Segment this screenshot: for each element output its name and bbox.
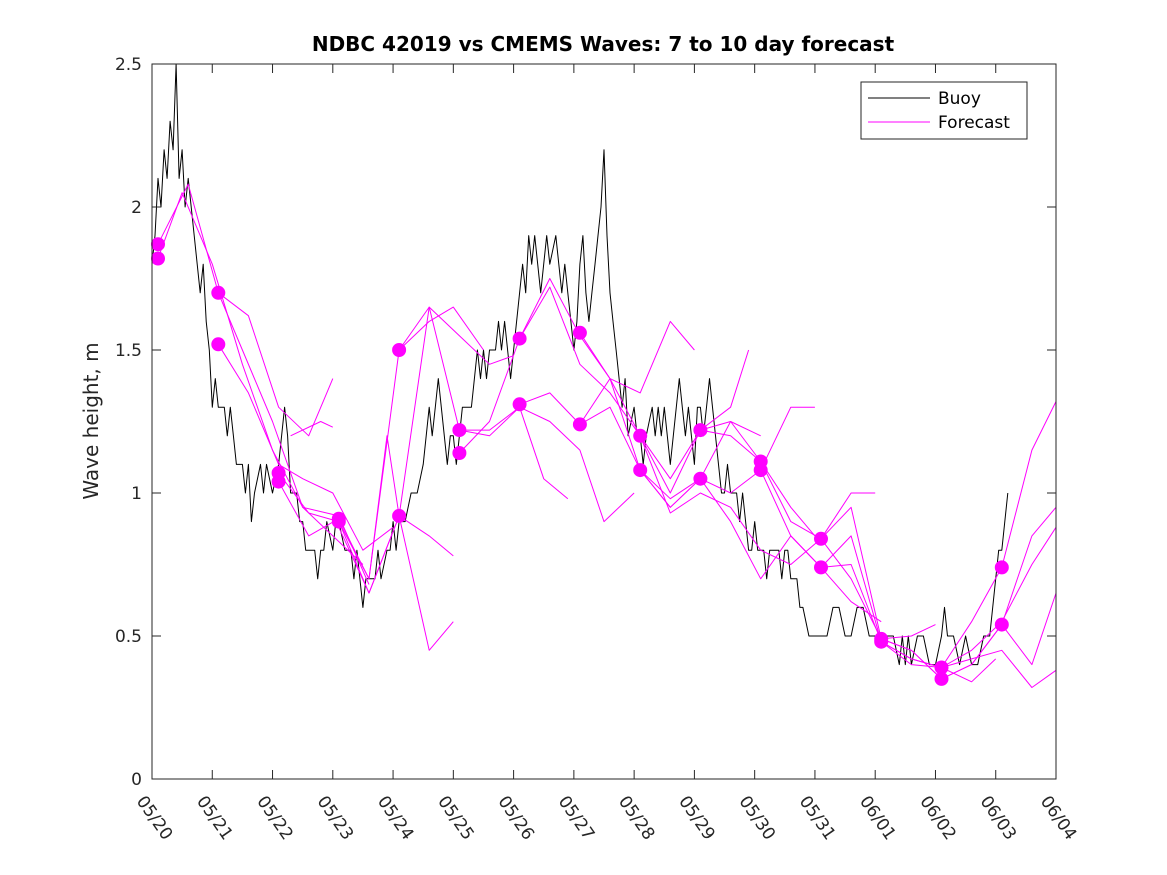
- forecast-marker: [693, 423, 708, 438]
- forecast-marker: [994, 617, 1009, 632]
- legend-label-buoy: Buoy: [938, 89, 981, 109]
- forecast-line: [338, 306, 484, 580]
- forecast-line: [459, 406, 635, 523]
- forecast-marker: [753, 463, 768, 478]
- forecast-marker: [633, 428, 648, 443]
- forecast-line: [217, 292, 334, 437]
- forecast-marker: [211, 285, 226, 300]
- forecast-marker: [693, 471, 708, 486]
- buoy-line: [151, 63, 1009, 666]
- forecast-marker: [512, 331, 527, 346]
- legend-label-forecast: Forecast: [938, 113, 1010, 133]
- forecast-line: [881, 506, 1057, 680]
- forecast-marker: [452, 423, 467, 438]
- forecast-line: [157, 183, 370, 585]
- forecast-marker: [814, 531, 828, 546]
- y-tick-label: 1.5: [115, 341, 142, 361]
- forecast-marker: [392, 343, 407, 357]
- forecast-marker: [151, 237, 165, 252]
- forecast-marker: [512, 397, 527, 412]
- forecast-marker: [994, 560, 1009, 575]
- chart-title: NDBC 42019 vs CMEMS Waves: 7 to 10 day f…: [312, 32, 895, 56]
- plot-frame: [151, 63, 1057, 780]
- forecast-marker: [814, 560, 828, 575]
- y-tick-label: 0: [131, 770, 142, 790]
- forecast-marker: [633, 463, 648, 478]
- y-axis-label: Wave height, m: [79, 342, 103, 499]
- legend: Buoy Forecast: [860, 81, 1028, 140]
- forecast-marker: [331, 511, 346, 526]
- plot-markers: [151, 237, 1009, 686]
- forecast-line: [290, 421, 334, 437]
- y-tick-label: 2.5: [115, 55, 142, 75]
- forecast-marker: [392, 508, 407, 523]
- y-tick-label: 1: [131, 484, 142, 504]
- y-tick-label: 2: [131, 198, 142, 218]
- forecast-line: [398, 306, 569, 500]
- y-tick-label: 0.5: [115, 627, 142, 647]
- legend-box: [860, 81, 1028, 140]
- forecast-marker: [934, 671, 949, 686]
- forecast-marker: [151, 251, 165, 266]
- forecast-marker: [572, 325, 587, 340]
- forecast-marker: [452, 446, 467, 460]
- forecast-marker: [211, 337, 226, 352]
- forecast-marker: [874, 634, 889, 649]
- forecast-line: [880, 527, 1057, 668]
- forecast-line: [941, 649, 1057, 688]
- plot-area: [152, 64, 1056, 779]
- forecast-marker: [572, 417, 587, 432]
- forecast-line: [157, 192, 364, 565]
- forecast-line: [639, 469, 882, 623]
- forecast-line: [639, 435, 876, 565]
- forecast-line: [217, 344, 394, 551]
- forecast-marker: [271, 474, 286, 489]
